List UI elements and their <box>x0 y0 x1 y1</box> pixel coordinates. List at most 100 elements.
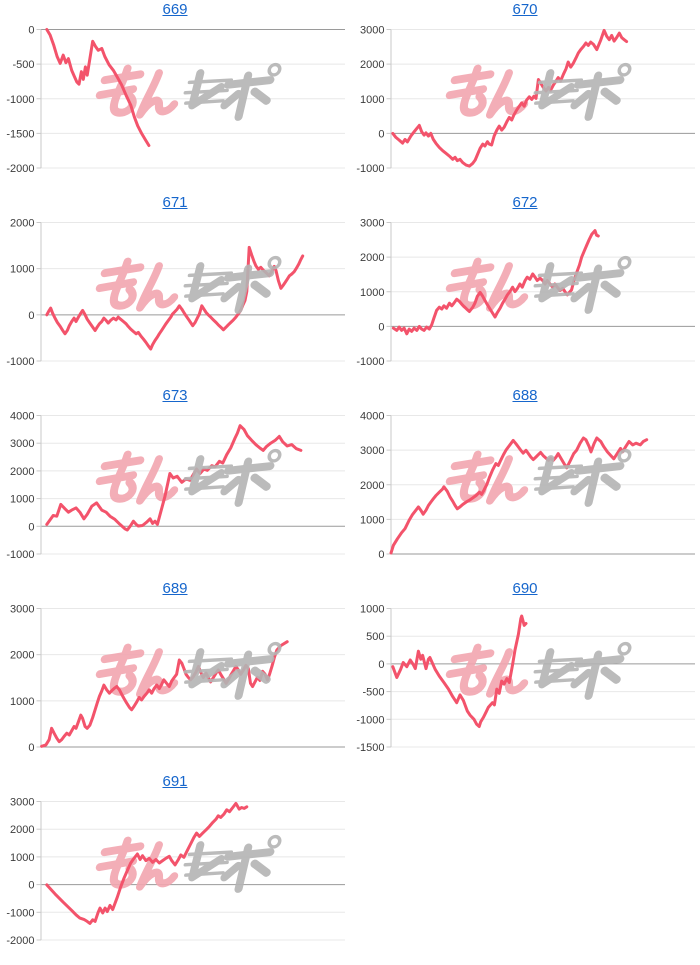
chart-plot-690: 1000 500 0 -500 -1000 -1500 <box>356 604 695 754</box>
y-tick-label: 2000 <box>10 466 34 478</box>
y-tick-label: 3000 <box>10 604 34 616</box>
chart-cell-670: 670 3000 2000 1000 0 -1000 <box>350 0 700 193</box>
y-tick-label: 4000 <box>360 411 384 423</box>
y-tick-label: 1000 <box>360 604 384 616</box>
y-tick-label: 2000 <box>360 252 384 264</box>
chart-title-689: 689 <box>0 580 350 598</box>
y-tick-label: 1000 <box>360 287 384 299</box>
chart-plot-688: 4000 3000 2000 1000 0 <box>360 411 695 561</box>
y-tick-label: 1000 <box>10 494 34 506</box>
chart-title-672: 672 <box>350 194 700 212</box>
chart-cell-689: 689 3000 2000 1000 0 <box>0 579 350 772</box>
chart-plot-691: 3000 2000 1000 0 -1000 -2000 <box>6 797 345 947</box>
chart-cell-672: 672 3000 2000 1000 0 -1000 <box>350 193 700 386</box>
y-tick-label: 4000 <box>10 411 34 423</box>
y-tick-label: 3000 <box>10 438 34 450</box>
y-tick-label: 0 <box>28 310 34 322</box>
y-tick-label: -1500 <box>356 742 384 754</box>
y-tick-label: 3000 <box>360 445 384 457</box>
chart-cell-673: 673 4000 3000 2000 1000 0 -1000 <box>0 386 350 579</box>
chart-link-690[interactable]: 690 <box>512 580 538 597</box>
watermark-minrepo-pink-part <box>95 836 179 891</box>
series-line-688 <box>389 436 649 555</box>
watermark-minrepo-pink-part <box>95 643 179 698</box>
chart-cell-671: 671 2000 1000 0 -1000 <box>0 193 350 386</box>
chart-plot-673: 4000 3000 2000 1000 0 -1000 <box>6 411 345 561</box>
chart-link-689[interactable]: 689 <box>162 580 188 597</box>
y-tick-label: 2000 <box>360 59 384 71</box>
series-line-670 <box>391 28 629 168</box>
y-tick-label: -1000 <box>6 549 34 561</box>
watermark-minrepo-gray-part <box>533 62 632 121</box>
y-tick-label: 0 <box>378 549 384 561</box>
watermark-minrepo-gray-part <box>533 448 632 507</box>
y-tick-label: 1000 <box>10 264 34 276</box>
y-tick-label: 0 <box>28 742 34 754</box>
chart-link-691[interactable]: 691 <box>162 773 188 790</box>
y-tick-label: 1000 <box>10 852 34 864</box>
y-tick-label: -2000 <box>6 163 34 175</box>
chart-cell-669: 669 0 -500 -1000 -1500 -2000 <box>0 0 350 193</box>
watermark-minrepo-pink-part <box>95 64 179 119</box>
chart-link-669[interactable]: 669 <box>162 1 188 18</box>
chart-link-672[interactable]: 672 <box>512 194 538 211</box>
y-tick-label: 1000 <box>360 514 384 526</box>
chart-title-690: 690 <box>350 580 700 598</box>
chart-plot-672: 3000 2000 1000 0 -1000 <box>356 218 695 368</box>
y-tick-label: -2000 <box>6 935 34 947</box>
y-tick-label: 3000 <box>360 218 384 230</box>
chart-title-691: 691 <box>0 773 350 791</box>
series-line-690 <box>391 614 528 728</box>
y-tick-label: -500 <box>12 59 34 71</box>
chart-title-670: 670 <box>350 1 700 19</box>
y-tick-label: 2000 <box>10 824 34 836</box>
chart-cell-691: 691 3000 2000 1000 0 -1000 -2000 <box>0 772 350 965</box>
y-tick-label: -1000 <box>6 94 34 106</box>
watermark-minrepo-gray-part <box>183 255 282 314</box>
y-tick-label: 0 <box>28 880 34 892</box>
y-tick-label: 2000 <box>10 650 34 662</box>
series-line-671 <box>45 245 305 351</box>
y-tick-label: 0 <box>378 128 384 140</box>
y-tick-label: 0 <box>378 321 384 333</box>
y-tick-label: 2000 <box>360 480 384 492</box>
chart-plot-670: 3000 2000 1000 0 -1000 <box>356 25 695 175</box>
y-tick-label: 0 <box>28 521 34 533</box>
chart-title-671: 671 <box>0 194 350 212</box>
chart-link-688[interactable]: 688 <box>512 387 538 404</box>
chart-link-670[interactable]: 670 <box>512 1 538 18</box>
series-line-669 <box>45 28 151 147</box>
chart-plot-689: 3000 2000 1000 0 <box>10 604 345 754</box>
y-tick-label: -1000 <box>356 714 384 726</box>
chart-title-669: 669 <box>0 1 350 19</box>
y-tick-label: 3000 <box>360 25 384 37</box>
y-tick-label: 2000 <box>10 218 34 230</box>
watermark-minrepo-gray-part <box>183 448 282 507</box>
watermark-minrepo-pink-part <box>95 257 179 312</box>
chart-title-673: 673 <box>0 387 350 405</box>
watermark-minrepo-pink-part <box>445 64 529 119</box>
y-tick-label: 1000 <box>360 94 384 106</box>
y-tick-label: 0 <box>378 659 384 671</box>
watermark-minrepo-pink-part <box>445 257 529 312</box>
y-tick-label: 500 <box>366 631 384 643</box>
chart-title-688: 688 <box>350 387 700 405</box>
y-tick-label: -500 <box>362 687 384 699</box>
chart-plot-671: 2000 1000 0 -1000 <box>6 218 345 368</box>
chart-plot-669: 0 -500 -1000 -1500 -2000 <box>6 25 345 175</box>
y-tick-label: -1500 <box>6 128 34 140</box>
y-tick-label: 3000 <box>10 797 34 809</box>
chart-cell-688: 688 4000 3000 2000 1000 0 <box>350 386 700 579</box>
watermark-minrepo-gray-part <box>183 834 282 893</box>
y-tick-label: -1000 <box>356 163 384 175</box>
watermark-minrepo-gray-part <box>533 641 632 700</box>
y-tick-label: 1000 <box>10 696 34 708</box>
watermark-minrepo-gray-part <box>183 641 282 700</box>
series-line-673 <box>45 424 303 532</box>
watermark-minrepo-gray-part <box>533 255 632 314</box>
y-tick-label: 0 <box>28 25 34 37</box>
y-tick-label: -1000 <box>356 356 384 368</box>
chart-link-671[interactable]: 671 <box>162 194 188 211</box>
chart-link-673[interactable]: 673 <box>162 387 188 404</box>
